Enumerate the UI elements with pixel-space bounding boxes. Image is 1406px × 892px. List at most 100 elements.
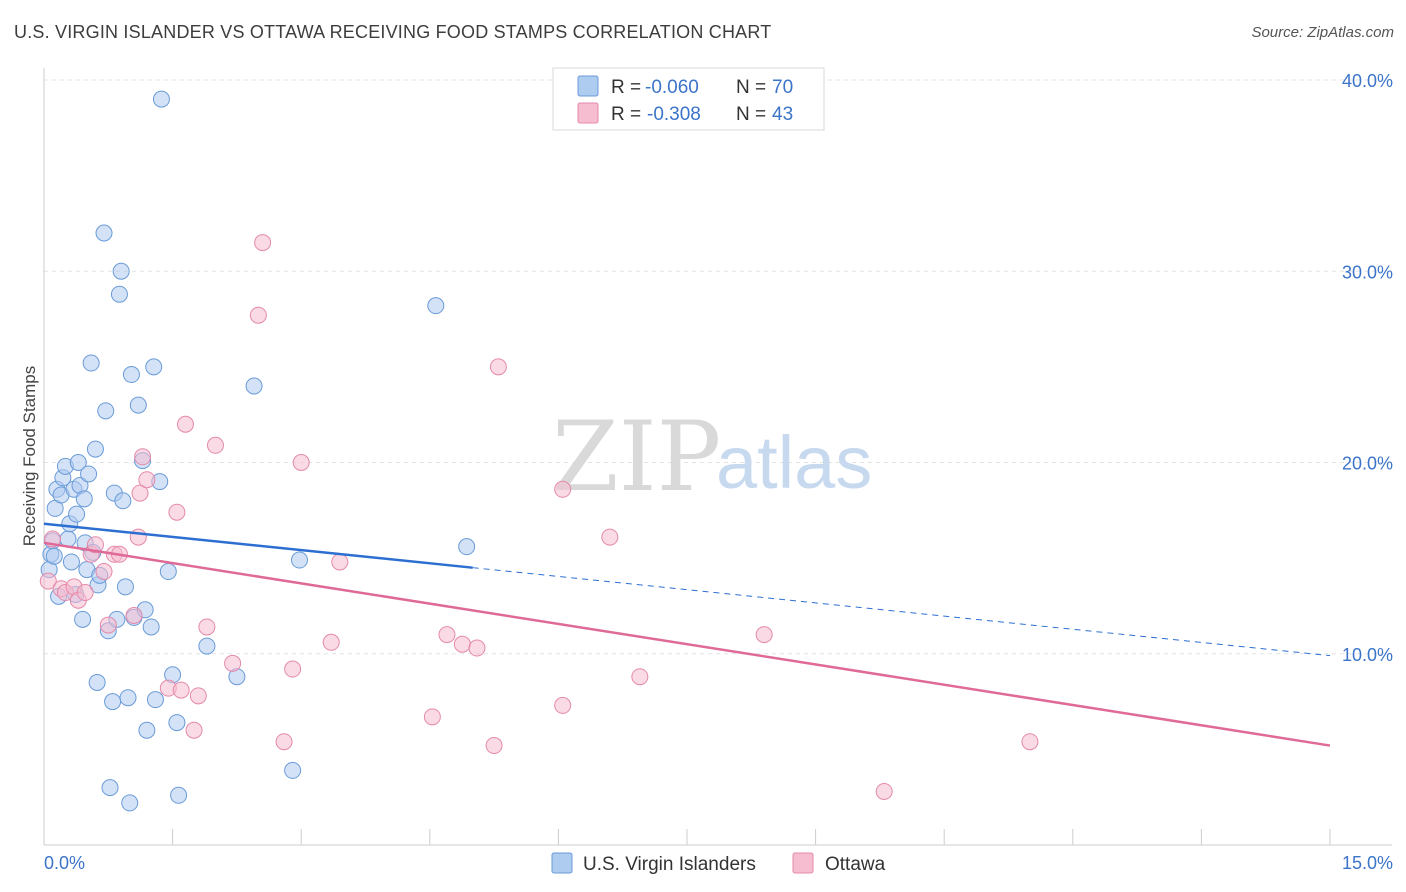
point-blue-59 bbox=[245, 377, 263, 395]
series-legend: U.S. Virgin Islanders Ottawa bbox=[551, 852, 886, 875]
legend-r-value-blue: -0.060 bbox=[645, 77, 699, 98]
point-pink-25 bbox=[206, 436, 224, 454]
y-tick-label-2: 30.0% bbox=[1342, 262, 1393, 282]
point-pink-31 bbox=[292, 454, 310, 471]
point-pink-33 bbox=[331, 553, 349, 571]
point-pink-41 bbox=[601, 528, 619, 546]
grid-lines bbox=[44, 79, 1392, 655]
point-pink-6 bbox=[76, 584, 94, 602]
legend-swatch-pink bbox=[577, 102, 599, 124]
point-pink-20 bbox=[172, 681, 190, 699]
point-pink-32 bbox=[322, 633, 340, 651]
point-pink-29 bbox=[275, 733, 293, 751]
point-blue-15 bbox=[68, 505, 86, 523]
point-pink-36 bbox=[453, 635, 471, 653]
point-pink-34 bbox=[423, 708, 441, 726]
point-pink-28 bbox=[254, 234, 272, 252]
point-blue-37 bbox=[112, 262, 130, 280]
point-blue-50 bbox=[146, 691, 164, 709]
legend-swatch-blue bbox=[577, 75, 599, 97]
point-blue-62 bbox=[427, 297, 445, 315]
point-blue-36 bbox=[110, 285, 128, 303]
chart-title: U.S. VIRGIN ISLANDER VS OTTAWA RECEIVING… bbox=[14, 22, 772, 42]
point-pink-26 bbox=[224, 654, 242, 672]
series-label-pink: Ottawa bbox=[825, 854, 886, 875]
point-pink-45 bbox=[1021, 733, 1039, 751]
point-blue-25 bbox=[86, 440, 104, 458]
point-pink-19 bbox=[168, 503, 186, 521]
point-blue-57 bbox=[198, 637, 216, 655]
point-blue-53 bbox=[159, 563, 177, 581]
trend-line-pink bbox=[43, 541, 1331, 747]
point-pink-17 bbox=[138, 471, 156, 489]
point-blue-42 bbox=[122, 366, 140, 384]
point-blue-52 bbox=[152, 90, 170, 108]
point-pink-16 bbox=[134, 448, 152, 466]
point-pink-40 bbox=[554, 480, 572, 498]
legend-r-label-pink: R = bbox=[611, 104, 641, 125]
series-swatch-pink bbox=[792, 852, 814, 874]
data-points bbox=[39, 90, 1039, 812]
x-tick-label-0: 0.0% bbox=[44, 853, 85, 873]
legend-n-value-pink: 43 bbox=[772, 104, 793, 125]
legend-r-value-pink: -0.308 bbox=[647, 104, 701, 125]
point-blue-29 bbox=[95, 224, 113, 242]
axes bbox=[43, 68, 1392, 846]
point-pink-22 bbox=[185, 721, 203, 739]
point-pink-43 bbox=[755, 626, 773, 644]
point-blue-61 bbox=[290, 551, 308, 569]
point-pink-35 bbox=[438, 626, 456, 644]
point-blue-44 bbox=[129, 396, 147, 414]
y-tick-label-0: 10.0% bbox=[1342, 645, 1393, 665]
point-pink-38 bbox=[485, 737, 503, 755]
trend-lines bbox=[43, 522, 1331, 747]
point-pink-10 bbox=[99, 616, 117, 634]
point-blue-47 bbox=[138, 721, 156, 739]
point-blue-33 bbox=[104, 693, 122, 711]
legend-n-label-pink: N = bbox=[736, 104, 766, 125]
watermark: ZIP atlas bbox=[552, 401, 872, 513]
point-blue-48 bbox=[142, 618, 160, 636]
legend-n-label-blue: N = bbox=[736, 77, 766, 98]
x-tick-label-1: 15.0% bbox=[1342, 853, 1393, 873]
point-blue-63 bbox=[458, 538, 476, 556]
point-blue-32 bbox=[101, 779, 119, 797]
legend-r-label-blue: R = bbox=[611, 77, 641, 98]
point-blue-26 bbox=[88, 673, 106, 691]
point-pink-21 bbox=[176, 415, 194, 433]
point-blue-12 bbox=[62, 553, 80, 571]
trend-line-blue-extended bbox=[472, 567, 1331, 657]
point-pink-44 bbox=[875, 782, 893, 800]
legend-n-value-blue: 70 bbox=[772, 77, 793, 98]
watermark-zip: ZIP bbox=[552, 401, 721, 513]
point-blue-55 bbox=[168, 714, 186, 732]
point-blue-22 bbox=[80, 465, 98, 483]
point-pink-13 bbox=[125, 607, 143, 624]
series-label-blue: U.S. Virgin Islanders bbox=[583, 854, 756, 875]
point-blue-38 bbox=[114, 492, 132, 510]
point-blue-23 bbox=[82, 354, 100, 372]
source-label: Source: ZipAtlas.com bbox=[1251, 24, 1394, 41]
point-blue-39 bbox=[116, 578, 134, 596]
point-blue-56 bbox=[170, 786, 188, 804]
point-pink-9 bbox=[95, 563, 113, 581]
point-blue-30 bbox=[97, 402, 115, 420]
point-pink-30 bbox=[284, 660, 302, 678]
point-pink-42 bbox=[631, 668, 649, 686]
point-pink-39 bbox=[489, 358, 507, 376]
watermark-atlas: atlas bbox=[716, 421, 872, 504]
point-pink-37 bbox=[468, 639, 486, 657]
series-swatch-blue bbox=[551, 852, 573, 874]
point-pink-15 bbox=[131, 484, 149, 502]
point-blue-41 bbox=[121, 794, 139, 812]
point-blue-49 bbox=[145, 358, 163, 376]
point-pink-0 bbox=[39, 572, 57, 590]
point-blue-19 bbox=[75, 490, 93, 508]
tick-labels: 10.0% 20.0% 30.0% 40.0% 0.0% 15.0% bbox=[44, 71, 1393, 873]
point-pink-8 bbox=[86, 536, 104, 554]
point-pink-46 bbox=[554, 696, 572, 714]
point-blue-18 bbox=[74, 610, 92, 628]
point-pink-24 bbox=[198, 618, 216, 636]
point-blue-3 bbox=[45, 547, 63, 565]
